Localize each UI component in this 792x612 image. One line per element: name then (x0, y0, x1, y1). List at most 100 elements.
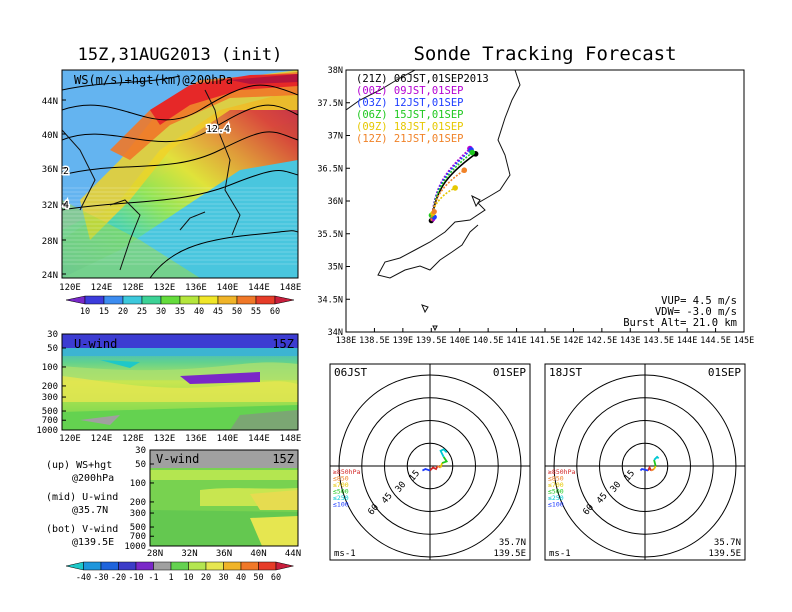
hodograph-segment (639, 468, 649, 472)
colorbar-swatch (274, 295, 295, 305)
x-tick-label: 144E (248, 434, 270, 444)
x-tick-label: 128E (122, 434, 144, 444)
x-tick-label: 139E (393, 336, 413, 346)
v-panel-time: 15Z (272, 452, 294, 466)
right-title: Sonde Tracking Forecast (413, 43, 676, 65)
colorbar-swatch (153, 561, 172, 571)
note-line: @200hPa (72, 473, 114, 484)
x-tick-label: 148E (280, 434, 302, 444)
ws-panel-label: WS(m/s)+hgt(km)@200hPa (74, 73, 233, 87)
colorbar-swatch (83, 561, 102, 571)
level-legend-entry: ≤100 (548, 501, 564, 509)
y-tick-label: 38N (328, 66, 343, 76)
y-tick-label: 300 (42, 393, 58, 403)
y-tick-label: 700 (130, 532, 146, 542)
x-tick-label: 124E (91, 434, 113, 444)
map-x-tick-labels: 138E 138.5E 139E 139.5E 140E 140.5E 141E 141.5E… (336, 328, 754, 346)
colorbar-label: -10 (128, 573, 143, 583)
colorbar-label: 10 (80, 307, 90, 317)
colorbar-swatch (65, 295, 86, 305)
y-tick-label: 37.5N (317, 99, 343, 109)
contour-label: 12.4 (206, 124, 230, 135)
level-legend-entry: ≤250 (333, 494, 349, 502)
hodograph-segment (653, 459, 657, 467)
hodograph-unit: ms-1 (334, 549, 356, 559)
track-line (430, 187, 456, 221)
level-legend-entry: ≤850 (548, 475, 564, 483)
colorbar-swatch (84, 295, 105, 305)
launch-legend-entry: (06Z) 15JST,01SEP (356, 109, 463, 121)
y-tick-label: 1000 (124, 542, 146, 552)
y-tick-label: 28N (42, 237, 58, 247)
colorbar-swatch (65, 561, 84, 571)
y-tick-label: 34.5N (317, 295, 343, 305)
contour-label: 4 (63, 200, 69, 211)
colorbar-label: 60 (270, 307, 280, 317)
colorbar-swatch (258, 561, 277, 571)
colorbar-swatch (118, 561, 137, 571)
x-tick-label: 143E (620, 336, 640, 346)
y-tick-label: 37N (328, 132, 343, 142)
y-tick-label: 36.5N (317, 164, 343, 174)
x-tick-label: 28N (147, 549, 163, 559)
level-legend-entry: ≤700 (548, 481, 564, 489)
y-tick-label: 36N (42, 165, 58, 175)
level-legend-entry: ≤500 (333, 488, 349, 496)
hodograph-segment (439, 448, 448, 458)
y-tick-label: 100 (42, 363, 58, 373)
colorbar-swatch (236, 295, 257, 305)
y-tick-label: 700 (42, 416, 58, 426)
y-tick-label: 35N (328, 263, 343, 273)
y-tick-label: 500 (130, 523, 146, 533)
colorbar-label: 50 (232, 307, 242, 317)
colorbar-label: 20 (201, 573, 211, 583)
x-tick-label: 36N (216, 549, 232, 559)
note-line: @139.5E (72, 537, 114, 548)
x-tick-label: 136E (185, 283, 207, 293)
level-legend-entry: ≤500 (548, 488, 564, 496)
hodograph-lat: 35.7N (714, 538, 741, 548)
y-tick-label: 40N (42, 131, 58, 141)
level-legend-entry: ≤850 (333, 475, 349, 483)
x-tick-label: 138.5E (359, 336, 390, 346)
ws-map-panel: WS(m/s)+hgt(km)@200hPa 12.4 2 4 44N 40N 36… (42, 69, 301, 293)
colorbar-swatch (217, 295, 238, 305)
coastline (377, 70, 521, 279)
ws-y-tick-labels: 44N 40N 36N 32N 28N 24N (42, 97, 66, 281)
midpoint-marker (431, 209, 437, 215)
colorbar-swatch (160, 295, 181, 305)
level-legend-entry: ≥850hPa (333, 468, 360, 476)
hodograph-time: 18JST (549, 366, 582, 379)
hodograph-segment (647, 465, 652, 471)
launch-legend-entry: (00Z) 09JST,01SEP (356, 85, 463, 97)
landing-point (452, 185, 458, 191)
v-panel-label: V-wind (156, 452, 199, 466)
colorbar-swatch (205, 561, 224, 571)
level-legend-entry: ≤250 (548, 494, 564, 502)
hodograph-unit: ms-1 (549, 549, 571, 559)
hodograph-date: 01SEP (708, 366, 741, 379)
colorbar-label: 20 (118, 307, 128, 317)
y-tick-label: 32N (42, 201, 58, 211)
x-tick-label: 140.5E (473, 336, 504, 346)
landing-point (469, 149, 476, 156)
note-line: (bot) V-wind (46, 524, 118, 535)
x-tick-label: 140E (217, 283, 239, 293)
colorbar-label: 25 (137, 307, 147, 317)
hodograph-segment (422, 468, 431, 472)
hodograph-segment (439, 462, 443, 468)
x-tick-label: 120E (59, 283, 81, 293)
v-x-tick-labels: 28N 32N 36N 40N 44N (147, 549, 301, 559)
y-tick-label: 24N (42, 271, 58, 281)
hodograph-segment (650, 468, 655, 472)
x-tick-label: 140E (449, 336, 469, 346)
launch-legend-entry: (09Z) 18JST,01SEP (356, 121, 463, 133)
hodograph-time: 06JST (334, 366, 367, 379)
sonde-tracks (428, 145, 479, 224)
colorbar-swatch (179, 295, 200, 305)
colorbar-label: 15 (99, 307, 109, 317)
level-legend-entry: ≥850hPa (548, 468, 575, 476)
u-panel-time: 15Z (272, 337, 294, 351)
